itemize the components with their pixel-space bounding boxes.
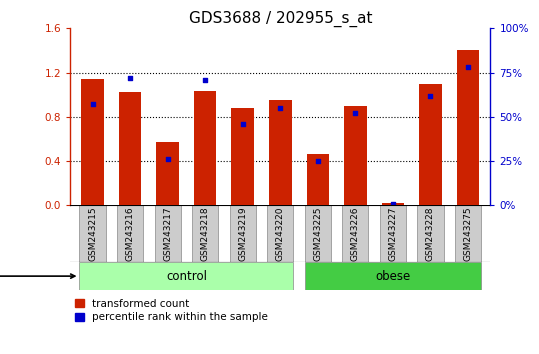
Legend: transformed count, percentile rank within the sample: transformed count, percentile rank withi… <box>75 299 268 322</box>
Bar <box>305 262 481 290</box>
Text: GSM243225: GSM243225 <box>313 206 322 261</box>
Bar <box>267 205 293 262</box>
Text: GSM243228: GSM243228 <box>426 206 435 261</box>
Bar <box>81 79 104 205</box>
Point <box>88 102 97 107</box>
Bar <box>231 108 254 205</box>
Point <box>201 77 210 82</box>
Bar <box>307 154 329 205</box>
Bar <box>382 203 404 205</box>
Point <box>426 93 435 98</box>
Text: GSM243220: GSM243220 <box>276 206 285 261</box>
Bar <box>79 205 106 262</box>
Text: GSM243227: GSM243227 <box>389 206 397 261</box>
Text: GSM243226: GSM243226 <box>351 206 360 261</box>
Text: GSM243215: GSM243215 <box>88 206 97 261</box>
Point <box>126 75 134 81</box>
Bar <box>269 100 292 205</box>
Bar <box>417 205 444 262</box>
Bar <box>419 84 441 205</box>
Title: GDS3688 / 202955_s_at: GDS3688 / 202955_s_at <box>189 11 372 27</box>
Bar <box>192 205 218 262</box>
Bar <box>155 205 181 262</box>
Text: GSM243216: GSM243216 <box>126 206 135 261</box>
Point <box>314 158 322 164</box>
Bar <box>230 205 256 262</box>
Bar <box>305 205 331 262</box>
Point <box>163 156 172 162</box>
Bar <box>344 106 367 205</box>
Text: GSM243218: GSM243218 <box>201 206 210 261</box>
Text: GSM243219: GSM243219 <box>238 206 247 261</box>
Bar <box>117 205 143 262</box>
Text: GSM243217: GSM243217 <box>163 206 172 261</box>
Bar <box>342 205 369 262</box>
Text: GSM243275: GSM243275 <box>464 206 473 261</box>
Bar <box>156 142 179 205</box>
Bar <box>194 91 217 205</box>
Text: control: control <box>166 270 207 282</box>
Point <box>276 105 285 111</box>
Point <box>464 64 472 70</box>
Bar <box>119 92 141 205</box>
Bar <box>79 262 293 290</box>
Bar <box>455 205 481 262</box>
Text: obese: obese <box>375 270 411 282</box>
Point <box>351 110 360 116</box>
Point <box>238 121 247 127</box>
Bar <box>380 205 406 262</box>
Text: disease state: disease state <box>0 271 75 281</box>
Point <box>389 201 397 206</box>
Bar <box>457 51 479 205</box>
